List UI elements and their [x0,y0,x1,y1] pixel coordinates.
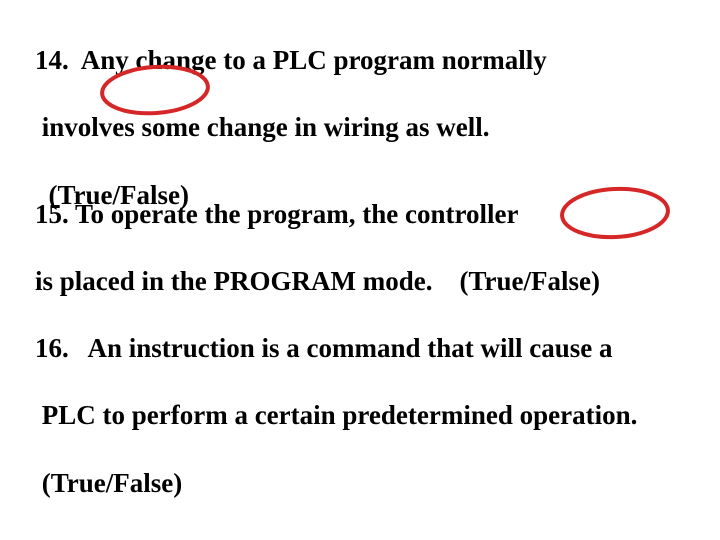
q16-line3: (True/False) [35,468,182,498]
slide: 14. Any change to a PLC program normally… [0,0,720,540]
q15-line1: 15. To operate the program, the controll… [35,199,518,229]
question-16: 16. An instruction is a command that wil… [8,298,637,534]
q16-line2: PLC to perform a certain predetermined o… [35,400,637,430]
q16-line1: 16. An instruction is a command that wil… [35,333,613,363]
q15-line2: is placed in the PROGRAM mode. (True/Fal… [35,266,600,296]
q14-line1: 14. Any change to a PLC program normally [35,45,547,75]
q14-line2: involves some change in wiring as well. [35,112,490,142]
